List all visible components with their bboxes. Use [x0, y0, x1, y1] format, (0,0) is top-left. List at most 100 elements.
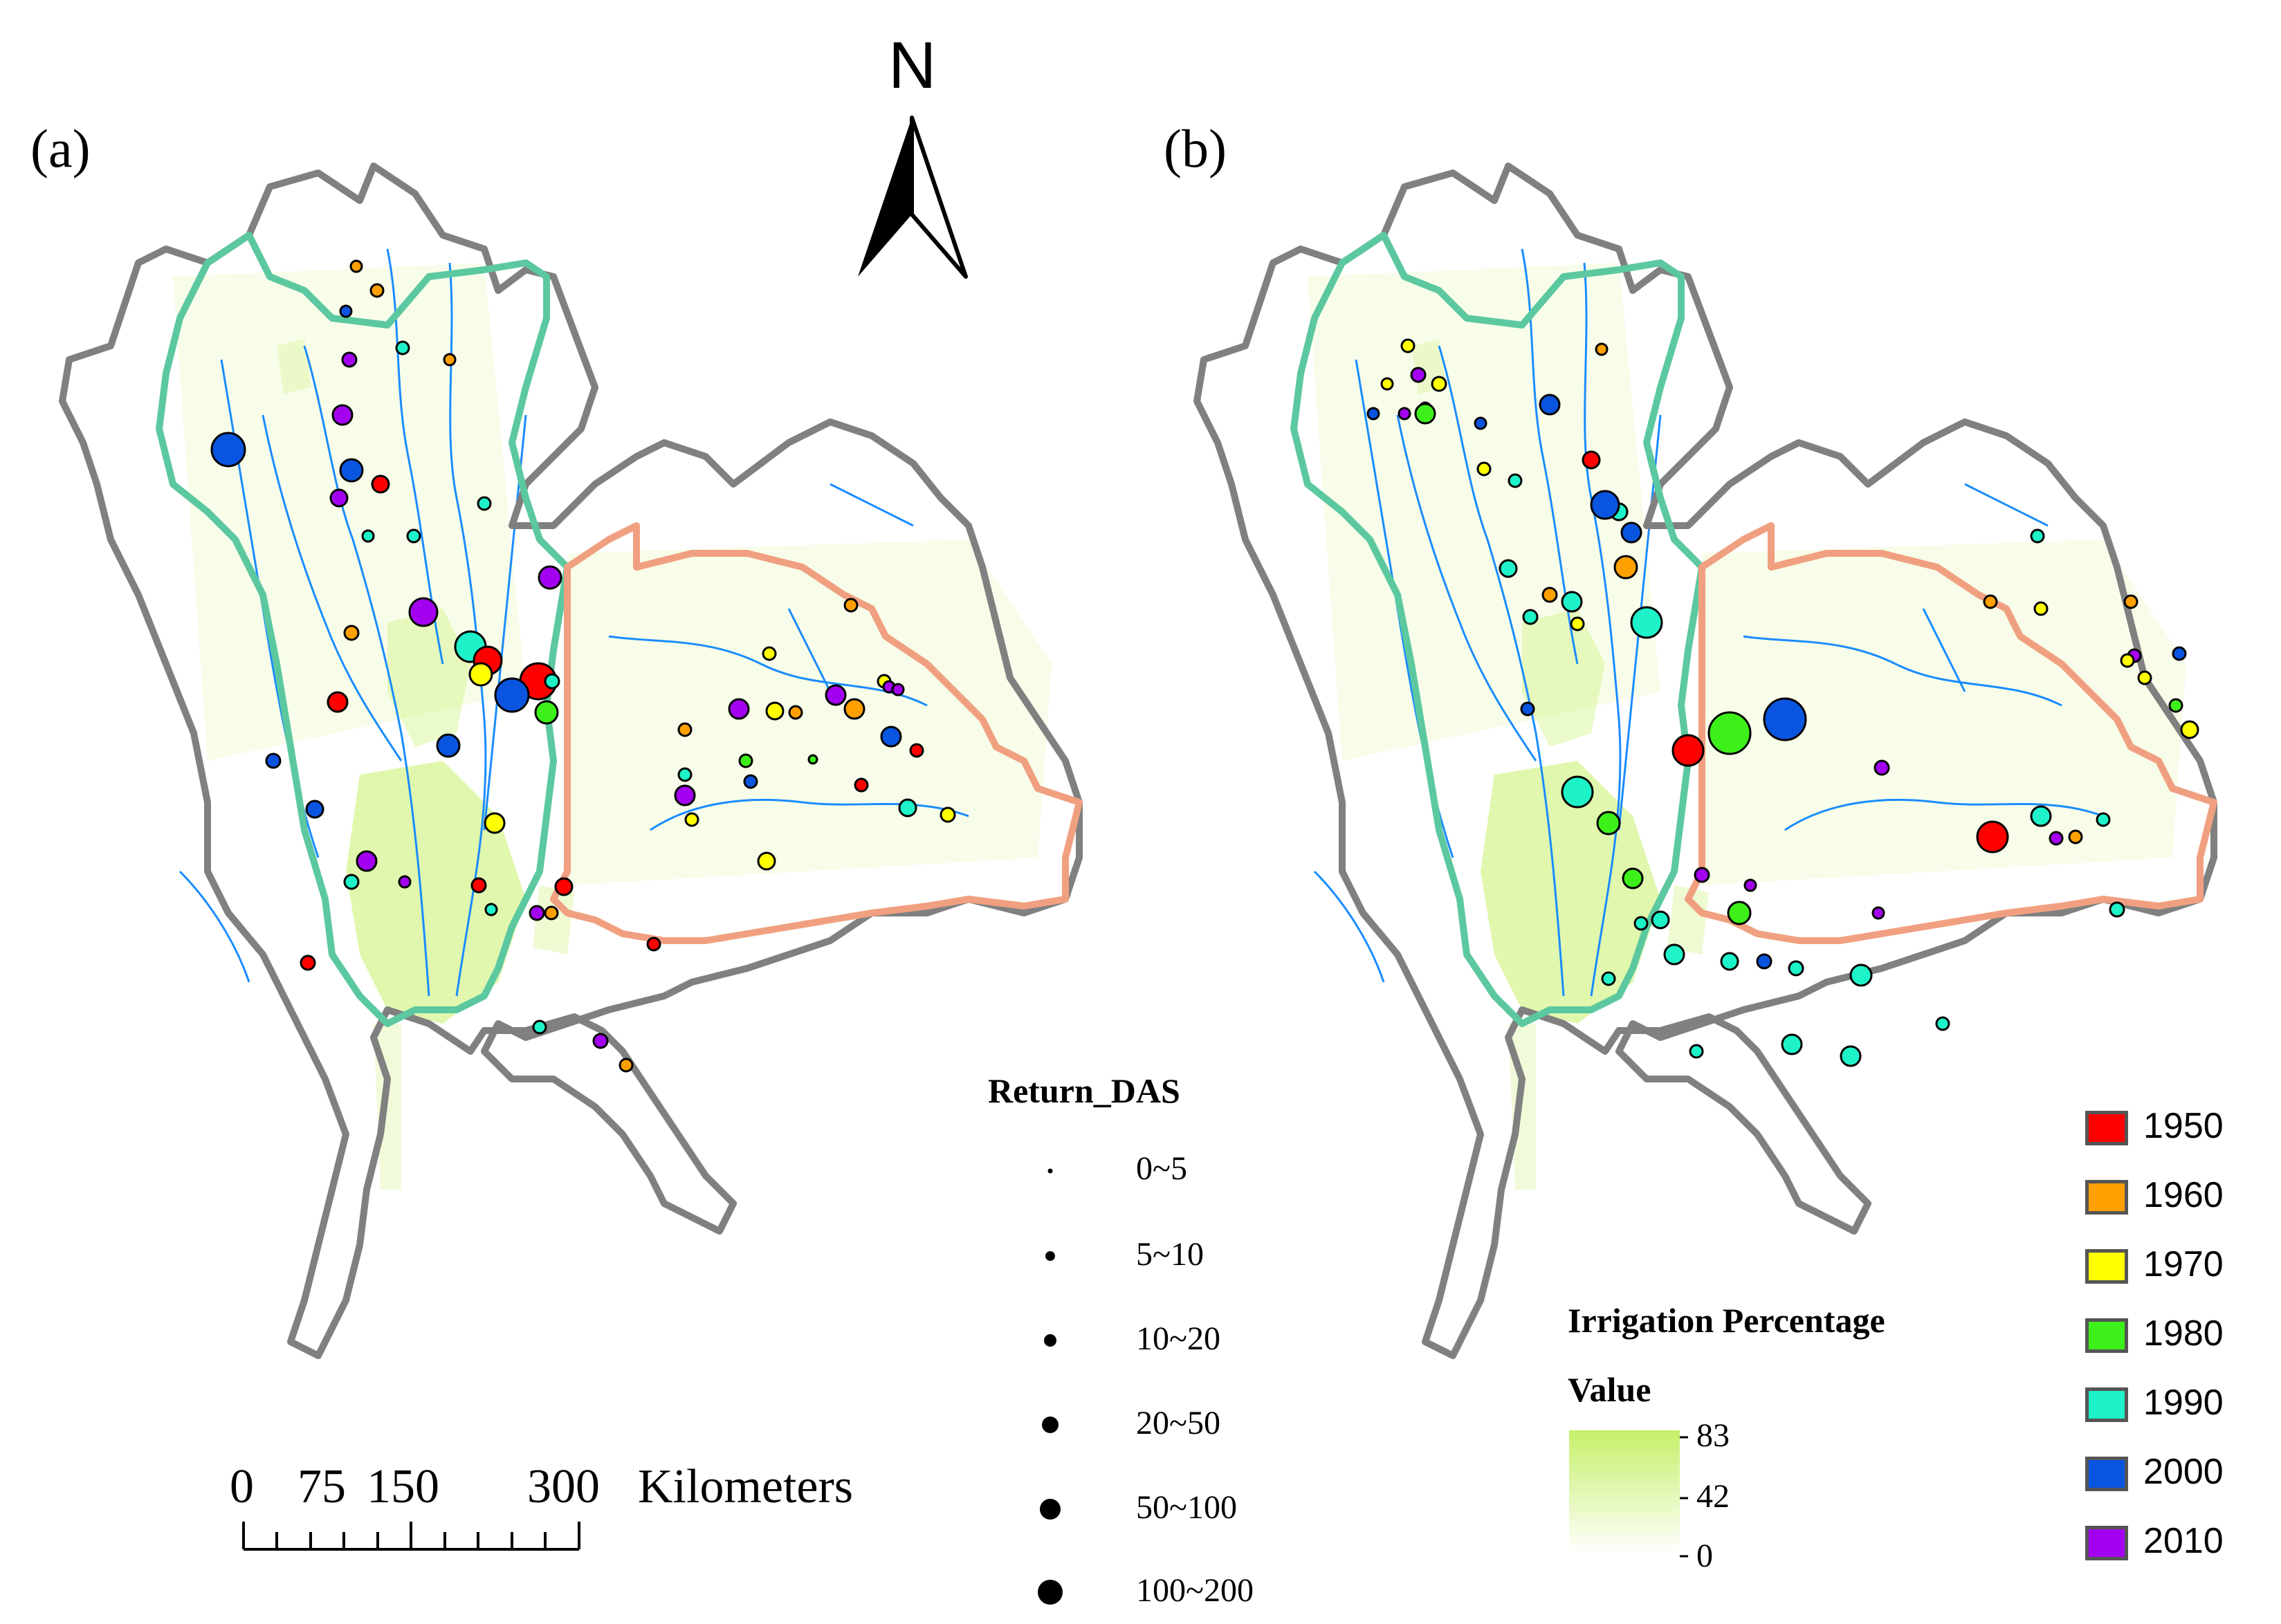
station-point: [395, 340, 410, 356]
year-swatch-2000: [2085, 1457, 2128, 1491]
station-point: [1414, 403, 1436, 425]
station-point: [1871, 906, 1885, 920]
station-point: [349, 259, 363, 273]
station-point: [1743, 878, 1757, 892]
station-point: [532, 1019, 547, 1035]
station-point: [2180, 720, 2199, 739]
station-point: [1781, 1033, 1803, 1055]
year-swatch-1970: [2085, 1249, 2128, 1284]
scale-tick-300: 300: [527, 1460, 600, 1513]
station-point: [1840, 1045, 1862, 1067]
station-point: [408, 597, 439, 627]
station-point: [2123, 594, 2138, 609]
year-label-1990: 1990: [2143, 1383, 2224, 1423]
station-point: [898, 798, 917, 818]
station-point: [1727, 901, 1752, 925]
station-point: [369, 283, 385, 298]
station-point: [880, 726, 902, 748]
station-point: [762, 646, 777, 661]
return-das-legend-title: Return_DAS: [988, 1071, 1180, 1110]
station-point: [1663, 943, 1685, 966]
station-point: [1651, 910, 1670, 930]
station-point: [728, 698, 750, 720]
station-point: [757, 851, 776, 871]
station-point: [1756, 953, 1772, 970]
station-point: [1633, 916, 1649, 931]
year-label-1960: 1960: [2143, 1175, 2224, 1215]
station-point: [343, 874, 360, 890]
station-point: [2168, 698, 2183, 713]
station-point: [1976, 820, 2009, 853]
station-point: [1508, 473, 1523, 488]
station-point: [738, 753, 753, 768]
irrigation-mid: 42: [1696, 1478, 1730, 1515]
panel-a-map: [62, 166, 1079, 1356]
return-das-class-1: 5~10: [1136, 1236, 1204, 1273]
station-point: [1671, 734, 1705, 767]
station-point: [484, 903, 498, 916]
station-point: [807, 754, 818, 765]
ramp-ticks: [1680, 1436, 1688, 1558]
irrigation-max: 83: [1696, 1417, 1730, 1454]
station-point: [1410, 367, 1427, 383]
station-point: [1539, 394, 1561, 416]
station-point: [1630, 606, 1663, 639]
station-point: [544, 905, 559, 921]
station-point: [843, 698, 865, 720]
station-point: [646, 936, 661, 952]
station-point: [1561, 775, 1594, 809]
station-point: [619, 1058, 634, 1073]
station-point: [592, 1033, 609, 1049]
station-point: [339, 304, 353, 318]
station-point: [1622, 867, 1644, 889]
station-point: [2068, 829, 2083, 845]
return-das-class-4: 50~100: [1136, 1489, 1237, 1526]
irrigation-legend-subtitle: Value: [1568, 1370, 1651, 1409]
year-swatch-1960: [2085, 1180, 2128, 1215]
station-point: [1613, 555, 1638, 580]
station-point: [1522, 609, 1539, 625]
year-swatch-2010: [2085, 1526, 2128, 1560]
panel-b-map: [1197, 166, 2214, 1356]
year-label-1950: 1950: [2143, 1106, 2224, 1146]
size-symbol-1: [1045, 1251, 1055, 1261]
station-point: [909, 743, 924, 758]
year-swatch-1980: [2085, 1318, 2128, 1353]
station-point: [484, 812, 506, 834]
station-point: [356, 850, 378, 872]
station-point: [406, 528, 421, 544]
year-label-2010: 2010: [2143, 1521, 2224, 1561]
station-point: [1520, 701, 1535, 717]
size-symbol-0: [1047, 1168, 1053, 1174]
station-point: [470, 877, 487, 894]
return-das-class-2: 10~20: [1136, 1320, 1220, 1357]
station-point: [305, 800, 324, 819]
station-point: [1763, 697, 1807, 741]
station-point: [538, 565, 562, 590]
station-point: [2120, 653, 2135, 668]
station-point: [1720, 952, 1739, 971]
station-point: [554, 877, 574, 896]
station-point: [1400, 338, 1416, 353]
station-point: [1570, 616, 1585, 631]
station-point: [1601, 971, 1616, 986]
station-point: [331, 404, 354, 426]
station-point: [1474, 416, 1487, 430]
year-swatch-1990: [2085, 1387, 2128, 1422]
station-point: [2172, 646, 2187, 661]
station-point: [1431, 376, 1447, 392]
scale-tick-75: 75: [297, 1460, 346, 1513]
station-point: [1596, 811, 1621, 836]
station-point: [1935, 1016, 1950, 1031]
size-symbol-5: [1038, 1580, 1063, 1605]
year-label-1980: 1980: [2143, 1313, 2224, 1354]
station-point: [436, 733, 461, 758]
panel-a-points: [210, 259, 956, 1073]
station-point: [1707, 711, 1752, 755]
station-point: [1398, 407, 1411, 421]
station-point: [1595, 342, 1609, 356]
station-point: [677, 767, 693, 782]
irrigation-ramp: [1569, 1430, 1680, 1555]
